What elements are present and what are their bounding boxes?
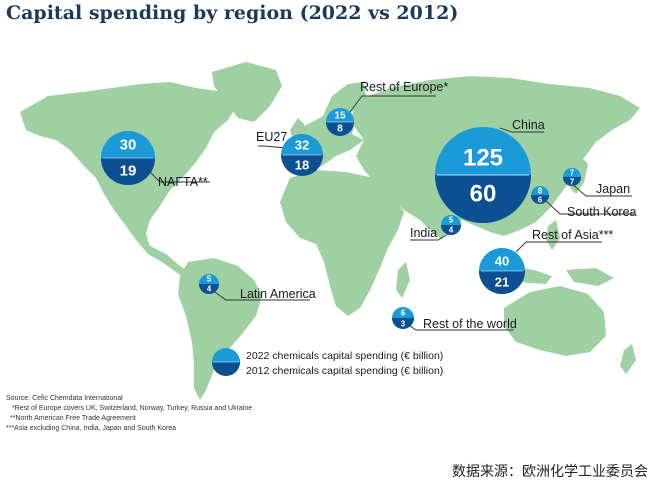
legend: 2022 chemicals capital spending (€ billi… bbox=[212, 348, 443, 377]
madagascar-shape bbox=[396, 262, 410, 298]
south-america-shape bbox=[178, 258, 262, 400]
nafta-2012-value: 19 bbox=[120, 163, 137, 180]
chart-title: Capital spending by region (2022 vs 2012… bbox=[6, 2, 459, 24]
rest-of-asia-2022-value: 40 bbox=[495, 254, 509, 269]
japan-2022-value: 7 bbox=[570, 169, 575, 178]
nafta-label: NAFTA** bbox=[158, 175, 208, 189]
south-korea-2022-value: 8 bbox=[538, 187, 543, 196]
bubble-nafta: 30 19 bbox=[101, 131, 155, 185]
australia-shape bbox=[504, 286, 606, 356]
japan-label: Japan bbox=[596, 182, 630, 196]
south-korea-2012-value: 6 bbox=[538, 196, 543, 205]
bubble-india: 5 4 bbox=[441, 215, 461, 235]
legend-circle-lower bbox=[212, 362, 240, 376]
rest-of-asia-label: Rest of Asia*** bbox=[532, 228, 613, 242]
bubble-rest-of-asia: 40 21 bbox=[479, 248, 525, 294]
nafta-2022-value: 30 bbox=[120, 137, 137, 154]
rest-of-world-2022-value: 6 bbox=[401, 309, 406, 318]
philippines-shape bbox=[546, 220, 560, 250]
eu27-label: EU27 bbox=[256, 130, 287, 144]
rest-of-asia-2012-value: 21 bbox=[495, 275, 509, 290]
rest-of-world-label: Rest of the world bbox=[423, 317, 517, 331]
new-zealand-shape bbox=[620, 344, 636, 374]
footnote-nafta: **North American Free Trade Agreement bbox=[10, 415, 136, 422]
rest-of-europe-2012-value: 8 bbox=[337, 124, 343, 135]
bubble-rest-of-europe: 15 8 bbox=[326, 108, 354, 136]
footnote-rest-of-asia: ***Asia excluding China, India, Japan an… bbox=[6, 425, 176, 432]
leader-lines bbox=[149, 95, 634, 331]
latin-america-2012-value: 4 bbox=[207, 285, 212, 294]
legend-2012-label: 2012 chemicals capital spending (€ billi… bbox=[246, 365, 443, 377]
central-america-shape bbox=[150, 246, 192, 280]
eu27-2012-value: 18 bbox=[295, 158, 309, 173]
greenland-shape bbox=[212, 62, 282, 122]
new-guinea-shape bbox=[566, 268, 614, 286]
south-korea-label: South Korea bbox=[567, 205, 637, 219]
rest-of-europe-2022-value: 15 bbox=[334, 111, 346, 122]
bubble-japan: 7 7 bbox=[563, 168, 581, 187]
bubble-eu27: 32 18 bbox=[281, 134, 323, 176]
rest-of-world-2012-value: 3 bbox=[401, 320, 406, 329]
bubble-china: 125 60 bbox=[435, 127, 531, 223]
legend-2022-label: 2022 chemicals capital spending (€ billi… bbox=[246, 350, 443, 362]
africa-shape bbox=[280, 170, 404, 316]
india-2022-value: 5 bbox=[449, 216, 454, 225]
bubble-rest-of-world: 6 3 bbox=[392, 307, 414, 329]
china-label: China bbox=[512, 118, 545, 132]
latin-america-2022-value: 5 bbox=[207, 275, 212, 284]
data-source-caption: 数据来源：欧洲化学工业委员会 bbox=[452, 464, 648, 480]
india-label: India bbox=[410, 226, 437, 240]
china-2022-value: 125 bbox=[463, 145, 503, 172]
source-note: Source: Cefic Chemdata International bbox=[6, 395, 123, 402]
bubble-latin-america: 5 4 bbox=[199, 274, 219, 294]
eu27-2022-value: 32 bbox=[295, 138, 309, 153]
china-2012-value: 60 bbox=[470, 181, 497, 208]
india-2012-value: 4 bbox=[449, 226, 454, 235]
rest-of-europe-label: Rest of Europe* bbox=[360, 80, 448, 94]
footnotes: Source: Cefic Chemdata International *Re… bbox=[6, 395, 252, 432]
japan-2012-value: 7 bbox=[570, 178, 575, 187]
footnote-rest-of-europe: *Rest of Europe covers UK, Switzerland, … bbox=[12, 405, 252, 412]
bubble-south-korea: 8 6 bbox=[531, 186, 549, 205]
latin-america-label: Latin America bbox=[240, 287, 316, 301]
